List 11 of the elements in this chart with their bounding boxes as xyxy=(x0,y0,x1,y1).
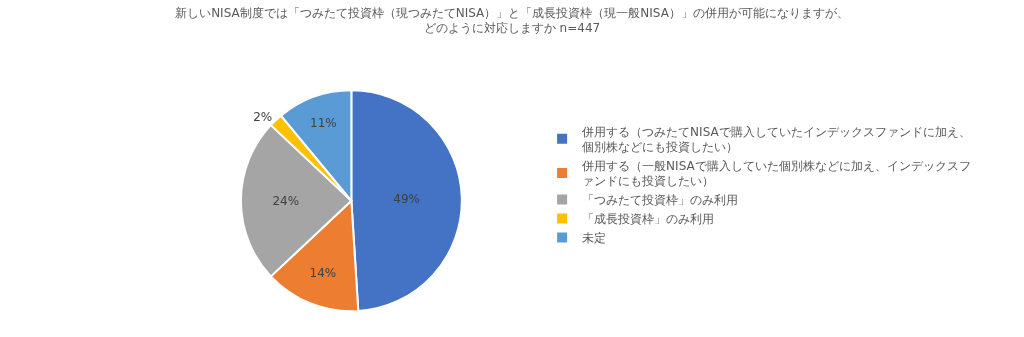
chart-title: 新しいNISA制度では「つみたて投資枠（現つみたてNISA）」と「成長投資枠（現一般NISA）」の併用が可能になりますが、どのように対応しますか n=447 xyxy=(175,5,849,36)
legend-label: 「成長投資枠」のみ利用 xyxy=(582,212,715,227)
legend-label: 「つみたて投資枠」のみ利用 xyxy=(582,193,739,208)
data-label: 24% xyxy=(272,193,300,208)
data-label: 49% xyxy=(393,192,420,207)
legend-label: 未定 xyxy=(582,231,607,246)
legend-label: 併用する（つみたてNISAで購入していたインデックスファンドに加え、個別株などにも投資したい） xyxy=(581,124,971,155)
data-label: 2% xyxy=(253,109,273,124)
legend-label: 併用する（一般NISAで購入していた個別株などに加え、インデックスファンドにも投資したい） xyxy=(581,158,971,189)
data-label: 11% xyxy=(310,116,337,131)
data-label: 14% xyxy=(309,265,337,280)
